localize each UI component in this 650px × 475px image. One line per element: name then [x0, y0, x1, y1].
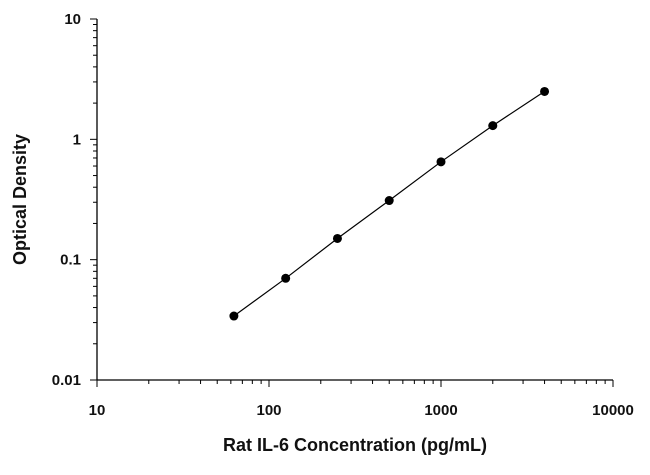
data-point [436, 157, 446, 167]
y-axis-title: Optical Density [10, 134, 30, 265]
y-tick-label: 1 [73, 131, 81, 148]
data-point [384, 196, 394, 206]
x-tick-label: 10 [89, 402, 106, 419]
axes [96, 19, 613, 381]
data-point [229, 311, 239, 321]
x-tick-label: 10000 [592, 402, 634, 419]
ticks: 10 100 1000 10000 0.01 0.1 1 10 [52, 11, 634, 419]
data-point [281, 273, 291, 283]
data-point [332, 233, 342, 243]
x-axis-title: Rat IL-6 Concentration (pg/mL) [223, 435, 487, 455]
series [229, 86, 550, 321]
x-tick-label: 100 [256, 402, 281, 419]
data-point [540, 86, 550, 96]
x-tick-label: 1000 [424, 402, 457, 419]
data-point [488, 121, 498, 131]
y-tick-label: 0.01 [52, 372, 81, 389]
y-tick-label: 0.1 [60, 252, 81, 269]
y-tick-label: 10 [64, 11, 81, 28]
